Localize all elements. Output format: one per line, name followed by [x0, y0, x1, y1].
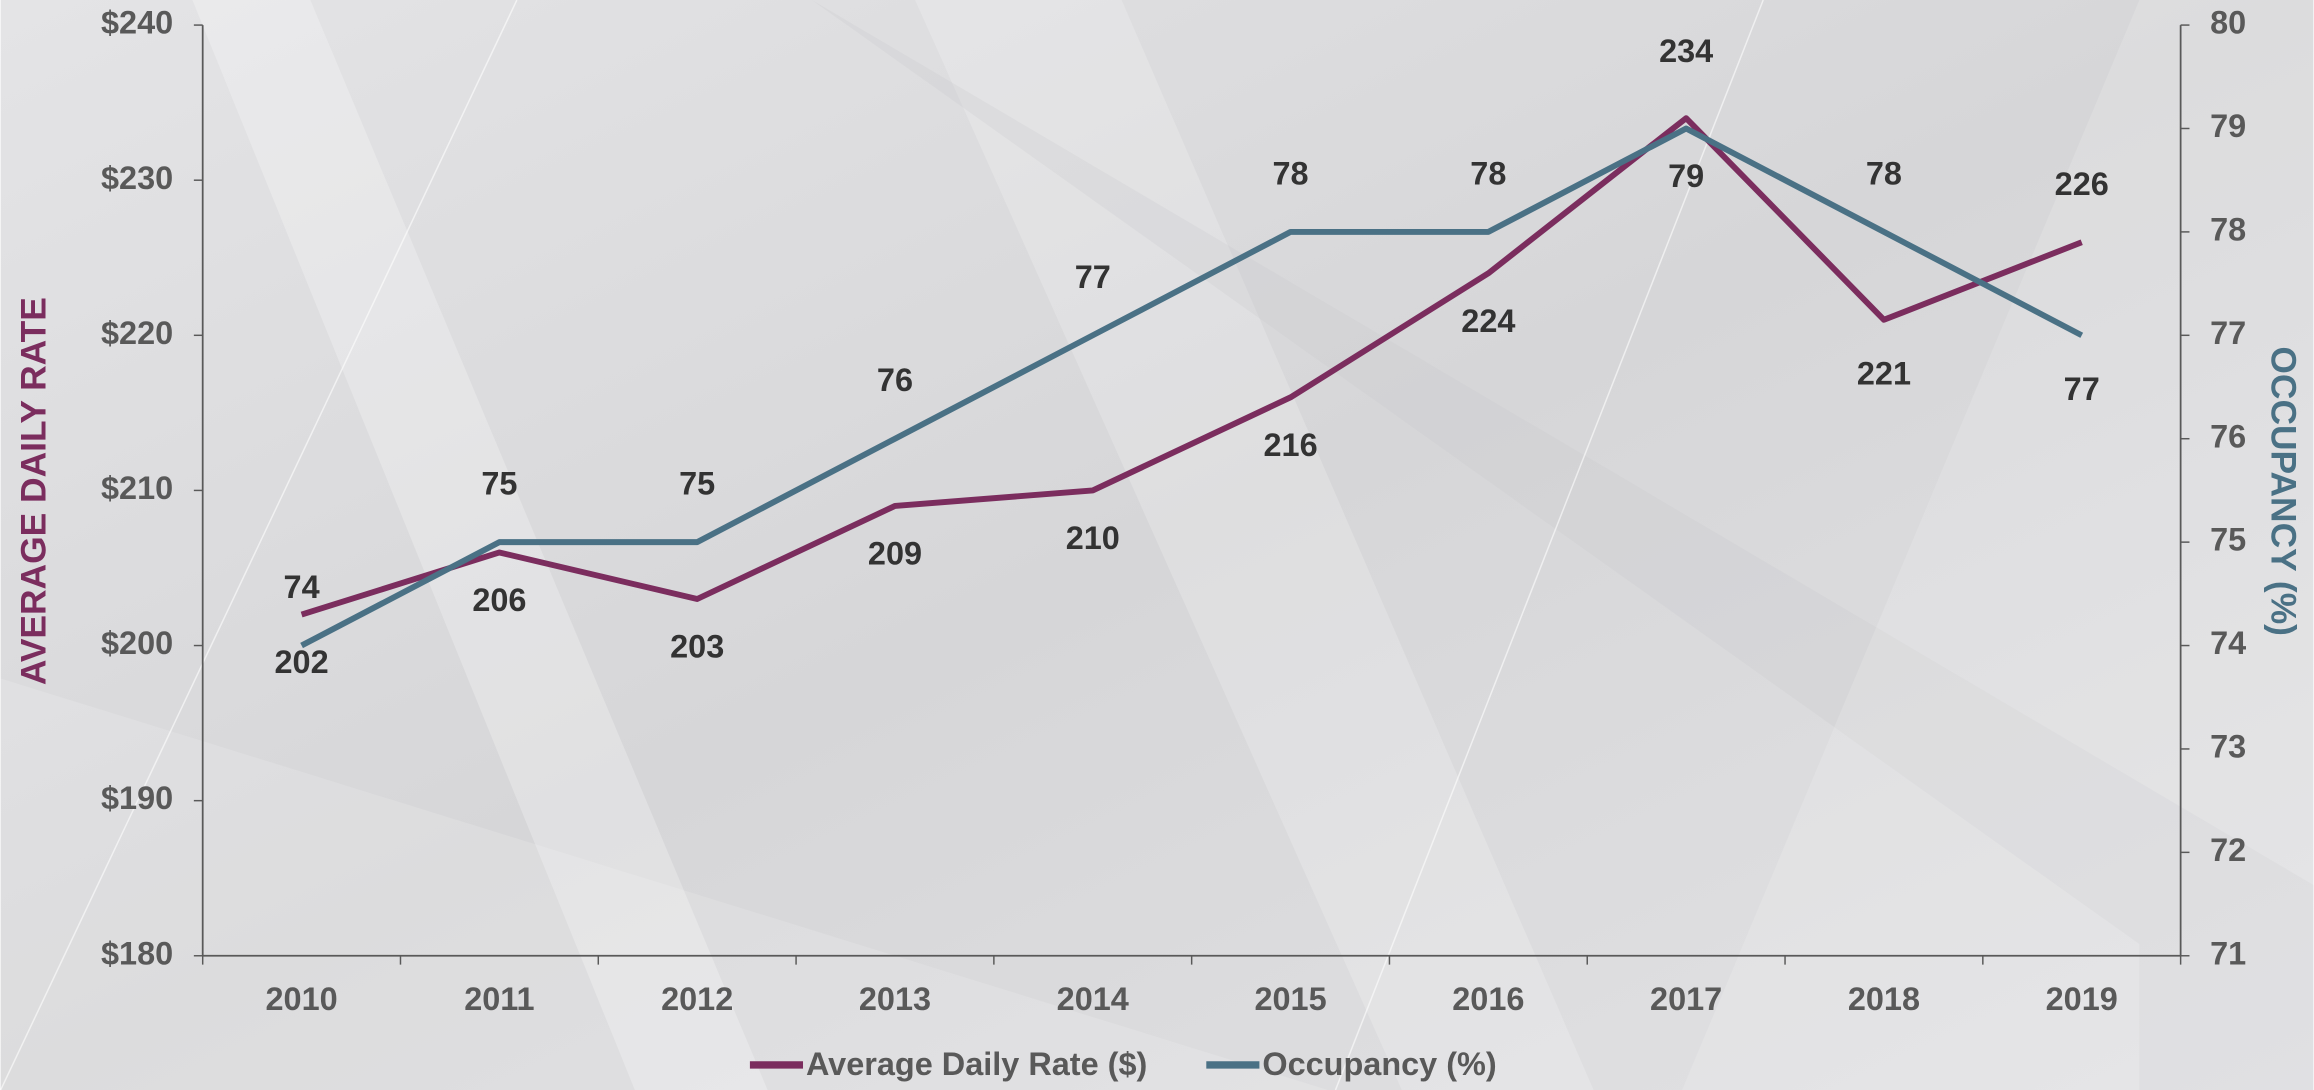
data-label: 74: [284, 569, 320, 605]
data-label: 79: [1668, 158, 1704, 194]
data-label: 221: [1857, 355, 1911, 391]
y2-tick-label: 77: [2210, 315, 2246, 351]
x-tick-label: 2010: [266, 981, 338, 1017]
bg-strip: [811, 0, 2314, 1090]
y2-axis-title: OCCUPANCY (%): [2264, 346, 2303, 636]
y-tick-label: $180: [101, 935, 173, 971]
data-label: 206: [472, 582, 526, 618]
data-label: 76: [877, 362, 913, 398]
x-tick-label: 2016: [1452, 981, 1524, 1017]
x-tick-label: 2015: [1254, 981, 1326, 1017]
legend-label: Average Daily Rate ($): [806, 1046, 1147, 1082]
y2-tick-label: 78: [2210, 211, 2246, 247]
bg-strip: [0, 678, 1329, 1090]
x-tick-label: 2011: [464, 981, 534, 1017]
data-label: 203: [670, 629, 724, 665]
line-series: [300, 125, 2084, 649]
x-tick-label: 2014: [1057, 981, 1129, 1017]
y2-tick-label: 80: [2210, 5, 2246, 41]
y-tick-label: $230: [101, 160, 173, 196]
data-label: 77: [1075, 259, 1111, 295]
data-label: 78: [1866, 155, 1902, 191]
y2-tick-label: 73: [2210, 729, 2246, 765]
data-label: 77: [2064, 371, 2100, 407]
bg-line: [0, 0, 518, 1090]
data-label: 202: [275, 644, 329, 680]
y2-tick-label: 75: [2210, 522, 2246, 558]
line-series: [300, 115, 2083, 618]
data-label: 234: [1659, 33, 1713, 69]
data-label: 75: [481, 466, 517, 502]
bg-strip: [192, 0, 768, 1090]
data-label: 210: [1066, 520, 1120, 556]
bg-strip: [1682, 0, 2314, 1090]
y2-tick-label: 71: [2210, 935, 2246, 971]
data-label: 216: [1263, 427, 1317, 463]
y-tick-label: $200: [101, 625, 173, 661]
y2-tick-label: 76: [2210, 418, 2246, 454]
y2-tick-label: 79: [2210, 108, 2246, 144]
y-tick-label: $220: [101, 315, 173, 351]
data-label: 209: [868, 536, 922, 572]
x-tick-label: 2012: [661, 981, 733, 1017]
x-tick-label: 2018: [1848, 981, 1920, 1017]
y-tick-label: $190: [101, 780, 173, 816]
x-tick-label: 2019: [2046, 981, 2118, 1017]
y-axis-title: AVERAGE DAILY RATE: [14, 297, 53, 685]
bg-line: [1334, 0, 1764, 1090]
x-tick-label: 2013: [859, 981, 931, 1017]
y-tick-label: $240: [101, 5, 173, 41]
x-tick-label: 2017: [1650, 981, 1722, 1017]
data-label: 75: [679, 466, 715, 502]
data-label: 78: [1470, 155, 1506, 191]
data-label: 78: [1273, 155, 1309, 191]
data-label: 226: [2055, 166, 2109, 202]
bg-strip: [915, 0, 1594, 1090]
y2-tick-label: 74: [2210, 625, 2246, 661]
data-label: 224: [1461, 303, 1515, 339]
y-tick-label: $210: [101, 470, 173, 506]
y2-tick-label: 72: [2210, 832, 2246, 868]
legend-label: Occupancy (%): [1262, 1046, 1496, 1082]
